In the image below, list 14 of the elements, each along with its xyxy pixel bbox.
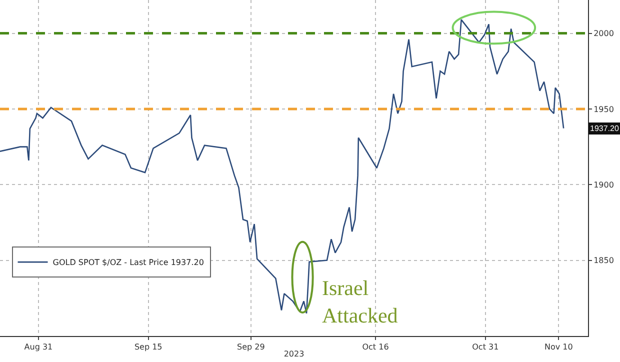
y-tick-label: 2000 (594, 29, 614, 38)
annotation: 1937.20 (590, 124, 620, 133)
x-axis-title: 2023 (284, 350, 304, 359)
legend-label: GOLD SPOT $/OZ - Last Price 1937.20 (52, 258, 204, 268)
x-tick-label: Sep 29 (237, 342, 265, 352)
y-tick-label: 1900 (594, 180, 614, 190)
x-tick-label: Oct 31 (472, 342, 499, 352)
annotation: Israel Attacked (322, 276, 398, 328)
y-tick-label: 1850 (594, 256, 614, 266)
x-tick-label: Sep 15 (134, 342, 162, 352)
x-tick-label: Nov 10 (544, 342, 573, 352)
x-tick-label: Oct 16 (362, 342, 389, 352)
x-tick-label: Aug 31 (24, 342, 53, 352)
y-tick-label: 1950 (594, 104, 614, 114)
